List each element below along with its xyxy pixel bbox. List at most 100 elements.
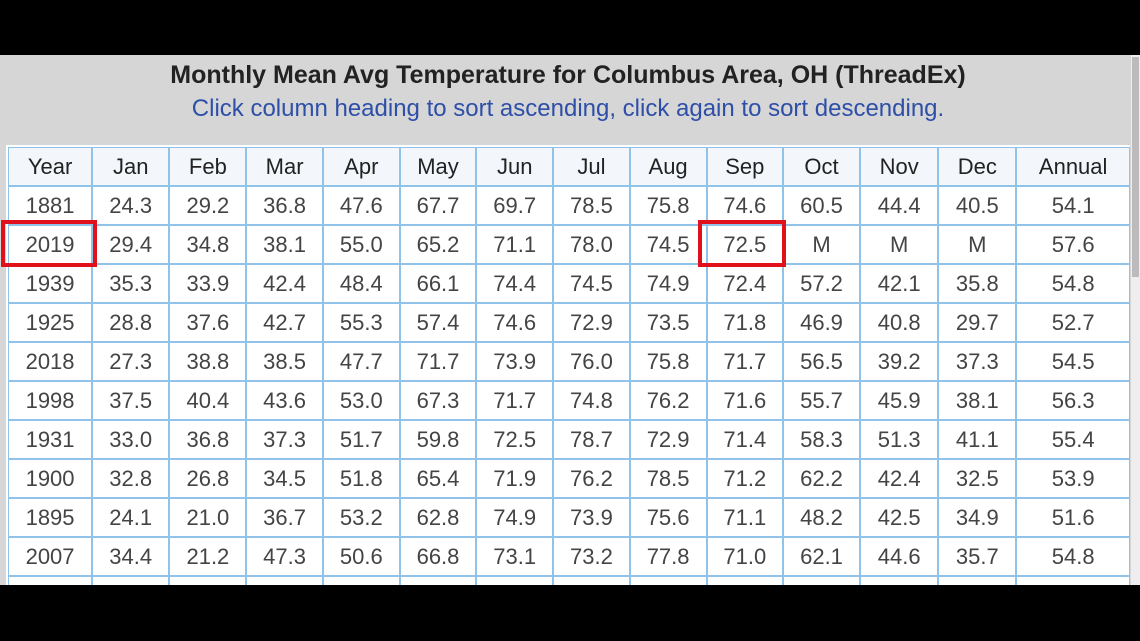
value-cell: 37.3 [246,420,323,459]
value-cell: 62.2 [782,459,861,498]
value-cell: 76.2 [629,381,707,420]
column-header[interactable]: Feb [169,147,247,186]
table-row [8,576,1130,585]
empty-cell [553,576,630,585]
value-cell: 75.8 [629,342,707,381]
year-cell: 2019 [8,225,93,264]
value-cell: 42.1 [860,264,939,303]
value-cell: 47.6 [322,186,400,225]
value-cell: 71.1 [476,225,554,264]
scrollbar[interactable] [1131,55,1140,585]
value-cell: 54.5 [1016,342,1130,381]
table-row: 1925 28.8 37.6 42.7 55.3 57.4 74.6 72.9 73.5 71.8… [8,303,1130,342]
value-cell: 74.8 [553,381,630,420]
value-cell: 34.9 [938,498,1017,537]
value-cell: 55.4 [1016,420,1130,459]
value-cell: 54.8 [1016,537,1130,576]
empty-cell [706,576,783,585]
value-cell: 38.8 [169,342,247,381]
table-row: 2007 34.4 21.2 47.3 50.6 66.8 73.1 73.2 77.8 71.0… [8,537,1130,576]
empty-cell [782,576,861,585]
value-cell: 47.3 [246,537,323,576]
scroll-thumb[interactable] [1132,57,1139,277]
value-cell: 58.3 [782,420,861,459]
value-cell: 34.5 [246,459,323,498]
value-cell: 38.5 [246,342,323,381]
column-header[interactable]: Nov [860,147,939,186]
value-cell: 36.8 [246,186,323,225]
value-cell: 39.2 [860,342,939,381]
value-cell: 54.8 [1016,264,1130,303]
empty-cell [8,576,93,585]
column-header[interactable]: Dec [938,147,1017,186]
table-row: 1900 32.8 26.8 34.5 51.8 65.4 71.9 76.2 78.5 71.2… [8,459,1130,498]
column-header[interactable]: May [399,147,477,186]
value-cell: 75.8 [629,186,707,225]
table-row: 2019 29.4 34.8 38.1 55.0 65.2 71.1 78.0 74.5 72.5… [8,225,1130,264]
value-cell: 48.2 [782,498,861,537]
value-cell: 74.9 [629,264,707,303]
value-cell: 55.7 [782,381,861,420]
value-cell: 75.6 [629,498,707,537]
value-cell: 37.5 [92,381,170,420]
value-cell: 71.2 [706,459,783,498]
value-cell: 37.3 [938,342,1017,381]
title: Monthly Mean Avg Temperature for Columbu… [170,61,966,89]
value-cell: 74.6 [706,186,783,225]
value-cell: 67.3 [399,381,477,420]
value-cell: M [860,225,939,264]
value-cell: 60.5 [782,186,861,225]
empty-cell [92,576,170,585]
value-cell: 38.1 [246,225,323,264]
column-header[interactable]: Year [8,147,93,186]
column-header[interactable]: Jan [92,147,170,186]
value-cell: 52.7 [1016,303,1130,342]
value-cell: 40.5 [938,186,1017,225]
value-cell: 44.6 [860,537,939,576]
value-cell: 56.3 [1016,381,1130,420]
value-cell: M [782,225,861,264]
value-cell: 65.4 [399,459,477,498]
year-cell: 2007 [8,537,93,576]
value-cell: 78.5 [553,186,630,225]
column-header[interactable]: Mar [246,147,323,186]
value-cell: 51.7 [322,420,400,459]
column-header[interactable]: Jul [553,147,630,186]
value-cell: 53.9 [1016,459,1130,498]
value-cell: 72.5 [476,420,554,459]
value-cell: 35.3 [92,264,170,303]
column-header[interactable]: Annual [1016,147,1130,186]
value-cell: 51.6 [1016,498,1130,537]
value-cell: 74.9 [476,498,554,537]
column-header[interactable]: Jun [476,147,554,186]
value-cell: 57.4 [399,303,477,342]
value-cell: 74.4 [476,264,554,303]
value-cell: 38.1 [938,381,1017,420]
value-cell: 77.8 [629,537,707,576]
column-header[interactable]: Aug [629,147,707,186]
value-cell: 50.6 [322,537,400,576]
value-cell: 53.2 [322,498,400,537]
column-header[interactable]: Sep [706,147,783,186]
empty-cell [399,576,477,585]
table-row: 1895 24.1 21.0 36.7 53.2 62.8 74.9 73.9 75.6 71.1… [8,498,1130,537]
value-cell: 34.4 [92,537,170,576]
column-header[interactable]: Oct [782,147,861,186]
header-row: Year Jan Feb Mar Apr May Jun Jul Aug Sep Oct Nov Dec… [8,147,1130,186]
value-cell: 53.0 [322,381,400,420]
value-cell: 47.7 [322,342,400,381]
value-cell: 72.4 [706,264,783,303]
empty-cell [938,576,1017,585]
screen: Monthly Mean Avg Temperature for Columbu… [0,55,1140,585]
value-cell: 21.2 [169,537,247,576]
value-cell: 55.3 [322,303,400,342]
value-cell: 62.8 [399,498,477,537]
year-cell: 2018 [8,342,93,381]
value-cell: 71.1 [706,498,783,537]
value-cell: 74.5 [629,225,707,264]
highlight-box [698,220,786,267]
value-cell: 45.9 [860,381,939,420]
table-row: 2018 27.3 38.8 38.5 47.7 71.7 73.9 76.0 75.8 71.7… [8,342,1130,381]
column-header[interactable]: Apr [322,147,400,186]
